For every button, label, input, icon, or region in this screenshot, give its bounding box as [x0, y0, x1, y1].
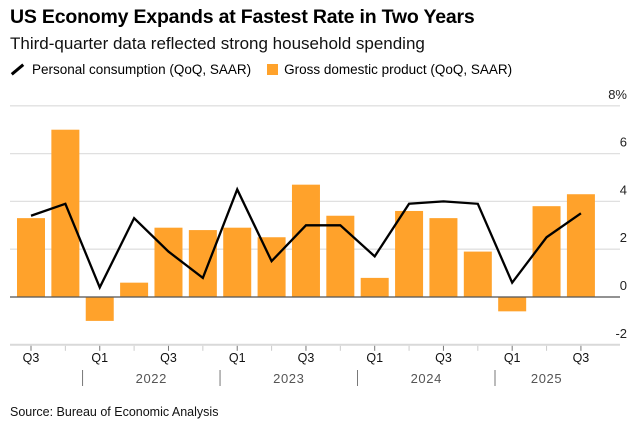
y-tick-label: 6 — [620, 135, 627, 150]
gdp-bar — [566, 194, 595, 297]
gdp-bar — [360, 277, 389, 297]
y-tick-label: 0 — [620, 278, 627, 293]
legend-consumption: Personal consumption (QoQ, SAAR) — [32, 62, 252, 77]
chart-title: US Economy Expands at Fastest Rate in Tw… — [10, 6, 475, 28]
year-label: 2022 — [136, 371, 167, 386]
gdp-bar — [223, 227, 252, 297]
x-tick-label: Q3 — [23, 351, 40, 365]
gdp-bar — [429, 218, 458, 297]
gdp-bar — [395, 210, 424, 297]
gdp-bar — [257, 237, 286, 297]
year-label: 2025 — [531, 371, 562, 386]
gdp-bar — [463, 251, 492, 297]
gdp-bar — [532, 206, 561, 297]
y-tick-label: 4 — [620, 182, 627, 197]
legend: Personal consumption (QoQ, SAAR) Gross d… — [10, 62, 512, 77]
gdp-bar — [120, 282, 149, 297]
x-tick-label: Q3 — [435, 351, 452, 365]
x-tick-label: Q3 — [298, 351, 315, 365]
gdp-bar — [154, 227, 183, 297]
x-tick-label: Q1 — [91, 351, 108, 365]
x-tick-label: Q1 — [366, 351, 383, 365]
y-tick-label: 2 — [620, 230, 627, 245]
y-tick-label: 8% — [608, 87, 627, 102]
x-tick-label: Q1 — [504, 351, 521, 365]
gdp-bar — [17, 218, 45, 297]
gdp-bar — [498, 297, 527, 312]
legend-bar-swatch — [267, 64, 279, 75]
year-label: 2023 — [273, 371, 304, 386]
gdp-bar — [326, 215, 355, 297]
legend-gdp: Gross domestic product (QoQ, SAAR) — [284, 62, 513, 77]
x-tick-label: Q3 — [160, 351, 177, 365]
gdp-bar — [188, 230, 217, 297]
y-tick-label: -2 — [615, 326, 627, 341]
x-tick-label: Q1 — [229, 351, 246, 365]
consumption-line — [30, 186, 582, 291]
source-note: Source: Bureau of Economic Analysis — [10, 405, 219, 419]
gdp-bar — [85, 297, 114, 321]
year-label: 2024 — [411, 371, 442, 386]
gdp-bar — [51, 129, 80, 297]
chart-subtitle: Third-quarter data reflected strong hous… — [10, 34, 425, 53]
gdp-bar — [291, 184, 320, 297]
x-tick-label: Q3 — [573, 351, 590, 365]
